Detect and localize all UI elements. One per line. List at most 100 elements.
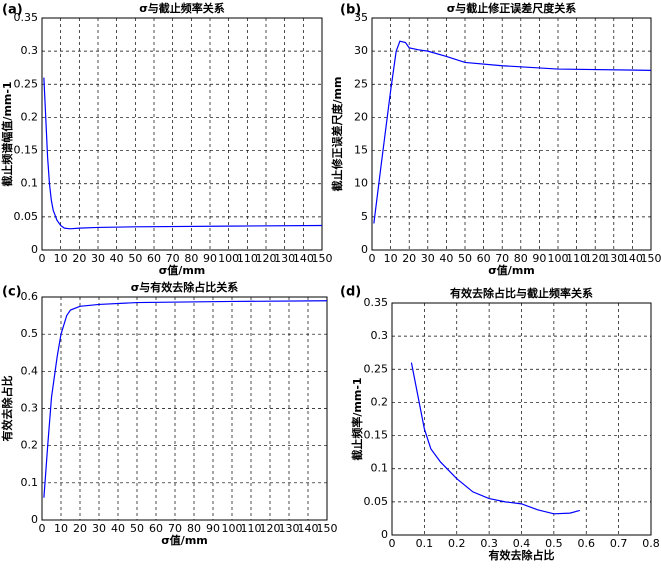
x-tick-label: 0.4 [513, 537, 531, 550]
panel-label: (a) [2, 3, 23, 18]
x-tick-label: 130 [274, 252, 295, 265]
plot-area [41, 17, 323, 251]
x-tick-label: 0 [39, 522, 46, 535]
x-tick-label: 0 [389, 537, 396, 550]
y-tick-label: 0.3 [371, 329, 389, 342]
y-axis-label: 截止修正误差尺度/mm [330, 77, 344, 192]
y-tick-label: 0.25 [364, 362, 389, 375]
y-tick-label: 0.05 [364, 495, 389, 508]
y-tick-label: 0.5 [21, 327, 39, 340]
panel-label: (b) [340, 3, 361, 18]
x-tick-label: 130 [279, 522, 300, 535]
x-tick-label: 0.2 [448, 537, 466, 550]
x-tick-label: 60 [149, 522, 163, 535]
x-tick-label: 0.5 [545, 537, 563, 550]
x-tick-label: 80 [184, 252, 198, 265]
x-tick-label: 80 [514, 252, 528, 265]
x-tick-label: 100 [222, 522, 243, 535]
x-tick-label: 0.8 [642, 537, 660, 550]
x-tick-label: 10 [384, 252, 398, 265]
x-tick-label: 120 [260, 522, 281, 535]
y-tick-label: 0.2 [371, 395, 389, 408]
plot-area [41, 296, 328, 521]
y-axis-label: 截止频谱幅值/mm-1 [0, 81, 14, 186]
y-tick-label: 35 [354, 11, 368, 24]
y-tick-label: 0.15 [14, 144, 39, 157]
x-tick-label: 110 [241, 522, 262, 535]
panel-label: (d) [340, 285, 361, 300]
x-tick-label: 70 [166, 252, 180, 265]
x-tick-label: 150 [312, 252, 333, 265]
y-tick-label: 0.15 [364, 429, 389, 442]
y-tick-label: 0.3 [21, 44, 39, 57]
x-tick-label: 110 [566, 252, 587, 265]
y-tick-label: 15 [354, 144, 368, 157]
x-tick-label: 130 [603, 252, 624, 265]
x-tick-label: 0.7 [610, 537, 628, 550]
y-tick-label: 0.2 [21, 439, 39, 452]
x-tick-label: 0 [39, 252, 46, 265]
x-tick-label: 120 [256, 252, 277, 265]
x-tick-label: 10 [54, 522, 68, 535]
x-tick-label: 20 [73, 522, 87, 535]
x-tick-label: 140 [298, 522, 319, 535]
y-tick-label: 10 [354, 177, 368, 190]
x-axis-label: σ值/mm [161, 533, 208, 547]
x-tick-label: 110 [237, 252, 258, 265]
x-tick-label: 70 [168, 522, 182, 535]
data-line [43, 77, 323, 230]
x-tick-label: 60 [147, 252, 161, 265]
x-tick-label: 150 [641, 252, 661, 265]
x-tick-label: 50 [458, 252, 472, 265]
y-tick-label: 0 [361, 243, 368, 256]
x-axis-label: σ值/mm [488, 263, 535, 277]
y-tick-label: 0.35 [14, 11, 39, 24]
chart-title: 有效去除占比与截止频率关系 [450, 286, 593, 300]
data-line [410, 362, 580, 515]
y-tick-label: 0.2 [21, 110, 39, 123]
x-tick-label: 50 [128, 252, 142, 265]
x-tick-label: 0.1 [416, 537, 434, 550]
chart-title: σ与截止修正误差尺度关系 [447, 1, 577, 15]
x-tick-label: 20 [402, 252, 416, 265]
y-axis-label: 有效去除占比 [0, 376, 14, 442]
y-tick-label: 0 [31, 513, 38, 526]
y-tick-label: 20 [354, 110, 368, 123]
x-tick-label: 100 [218, 252, 239, 265]
x-tick-label: 140 [293, 252, 314, 265]
x-tick-label: 90 [206, 522, 220, 535]
x-tick-label: 140 [622, 252, 643, 265]
y-tick-label: 0 [31, 243, 38, 256]
x-tick-label: 90 [532, 252, 546, 265]
x-tick-label: 150 [317, 522, 338, 535]
y-tick-label: 0.25 [14, 77, 39, 90]
x-tick-label: 20 [72, 252, 86, 265]
plot-area [371, 17, 652, 251]
y-tick-label: 0 [381, 528, 388, 541]
data-line [43, 300, 328, 498]
x-tick-label: 40 [439, 252, 453, 265]
y-tick-label: 0.6 [21, 290, 39, 303]
y-tick-label: 5 [361, 210, 368, 223]
x-tick-label: 80 [187, 522, 201, 535]
y-tick-label: 0.35 [364, 296, 389, 309]
chart-title: σ与截止频率关系 [139, 1, 225, 15]
y-tick-label: 0.3 [21, 402, 39, 415]
y-tick-label: 0.1 [21, 177, 39, 190]
y-axis-label: 截止频率/mm-1 [350, 377, 364, 460]
x-tick-label: 30 [421, 252, 435, 265]
x-tick-label: 0.3 [480, 537, 498, 550]
x-axis-label: σ值/mm [159, 263, 206, 277]
x-tick-label: 30 [91, 252, 105, 265]
y-tick-label: 30 [354, 44, 368, 57]
y-tick-label: 25 [354, 77, 368, 90]
x-tick-label: 60 [477, 252, 491, 265]
x-tick-label: 10 [54, 252, 68, 265]
y-tick-label: 0.1 [21, 476, 39, 489]
x-tick-label: 120 [585, 252, 606, 265]
chart-title: σ与有效去除占比关系 [131, 280, 239, 294]
y-tick-label: 0.1 [371, 462, 389, 475]
x-axis-label: 有效去除占比 [489, 548, 555, 562]
x-tick-label: 40 [110, 252, 124, 265]
